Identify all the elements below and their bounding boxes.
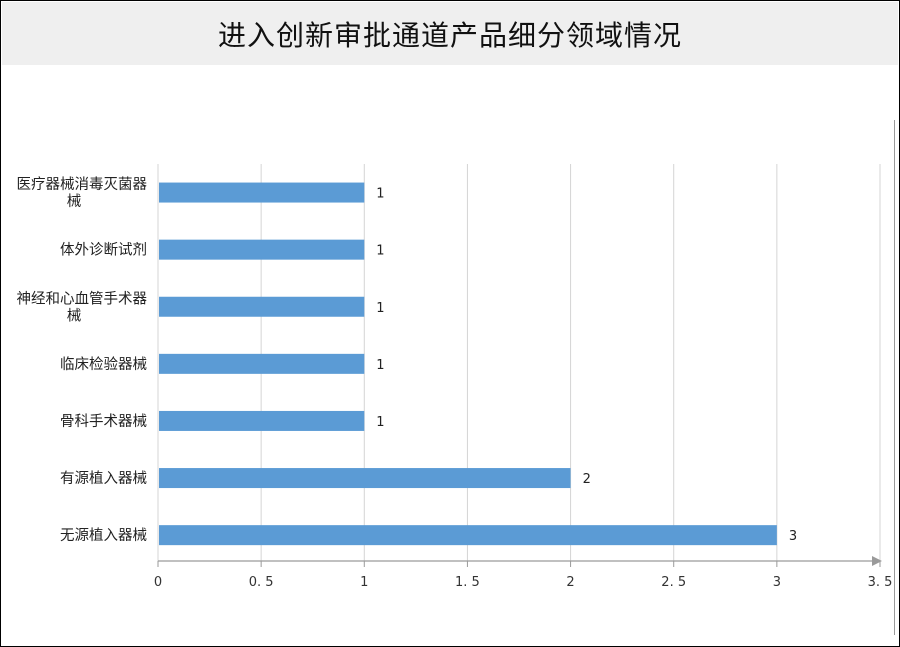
data-label: 1 — [376, 244, 384, 259]
category-label: 无源植入器械 — [60, 527, 147, 544]
bar — [159, 525, 777, 546]
category-label: 医疗器械消毒灭菌器械 — [17, 176, 148, 210]
x-axis-arrow — [872, 556, 882, 566]
data-label: 1 — [376, 358, 384, 373]
bar — [159, 182, 365, 203]
right-border-rule — [894, 120, 895, 635]
x-tick-label: 1. 5 — [455, 575, 480, 590]
bar — [159, 353, 365, 374]
bar — [159, 468, 571, 489]
bar — [159, 296, 365, 317]
category-label: 神经和心血管手术器械 — [17, 290, 148, 324]
bars: 1 1 1 1 1 2 3 — [159, 182, 797, 546]
data-label: 1 — [376, 187, 384, 202]
x-tick-label: 0 — [154, 575, 162, 590]
category-label: 有源植入器械 — [60, 470, 147, 487]
category-label: 骨科手术器械 — [60, 413, 147, 430]
x-tick-label: 3. 5 — [868, 575, 893, 590]
x-tick-label: 2. 5 — [661, 575, 686, 590]
x-tick-label: 1 — [360, 575, 368, 590]
x-tick-label: 3 — [773, 575, 781, 590]
chart-title: 进入创新审批通道产品细分领域情况 — [217, 18, 682, 52]
x-axis: 0 0. 5 1 1. 5 2 2. 5 3 3. 5 — [154, 556, 893, 590]
x-tick-label: 0. 5 — [249, 575, 274, 590]
category-label: 体外诊断试剂 — [60, 242, 147, 259]
data-label: 1 — [376, 301, 384, 316]
bar — [159, 410, 365, 431]
x-tick-label: 2 — [566, 575, 574, 590]
category-labels: 医疗器械消毒灭菌器械体外诊断试剂神经和心血管手术器械临床检验器械骨科手术器械有源… — [17, 176, 148, 544]
data-label: 3 — [789, 529, 797, 544]
bar — [159, 239, 365, 260]
category-label: 临床检验器械 — [60, 356, 147, 373]
title-bar: 进入创新审批通道产品细分领域情况 — [2, 2, 898, 65]
data-label: 2 — [583, 472, 591, 487]
data-label: 1 — [376, 415, 384, 430]
